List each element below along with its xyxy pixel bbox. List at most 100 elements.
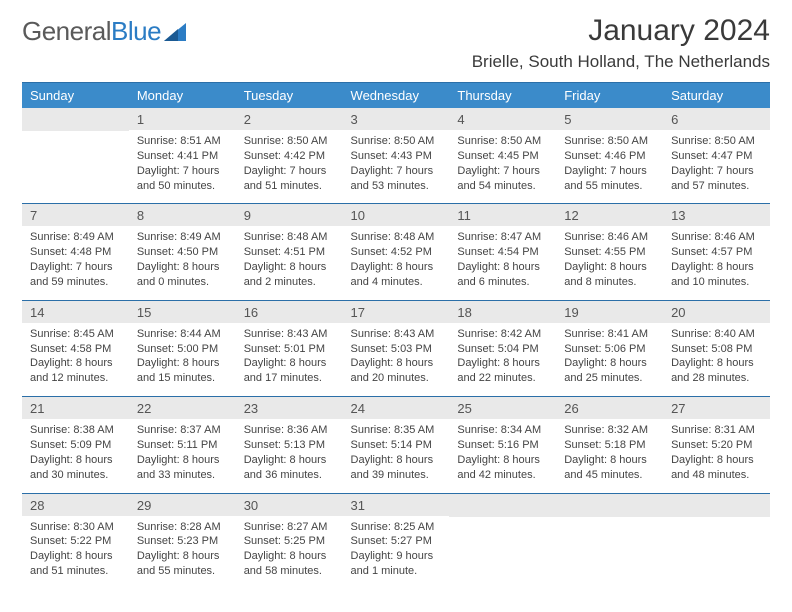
day-number: 7 xyxy=(22,204,129,226)
day-number: 11 xyxy=(449,204,556,226)
sunrise-line: Sunrise: 8:43 AM xyxy=(244,327,335,342)
day-details: Sunrise: 8:31 AMSunset: 5:20 PMDaylight:… xyxy=(663,419,770,492)
sunrise-line: Sunrise: 8:44 AM xyxy=(137,327,228,342)
sunset-line: Sunset: 5:13 PM xyxy=(244,438,335,453)
daylight-line: Daylight: 8 hours xyxy=(30,453,121,468)
day-details: Sunrise: 8:45 AMSunset: 4:58 PMDaylight:… xyxy=(22,323,129,396)
day-number: 17 xyxy=(343,301,450,323)
day-number: 13 xyxy=(663,204,770,226)
calendar-cell xyxy=(22,108,129,204)
daylight-line: Daylight: 7 hours xyxy=(457,164,548,179)
daylight-line: and 51 minutes. xyxy=(244,179,335,194)
location-subtitle: Brielle, South Holland, The Netherlands xyxy=(472,52,770,72)
header: GeneralBlue January 2024 Brielle, South … xyxy=(22,14,770,80)
daylight-line: and 33 minutes. xyxy=(137,468,228,483)
day-details: Sunrise: 8:48 AMSunset: 4:51 PMDaylight:… xyxy=(236,226,343,299)
day-details: Sunrise: 8:32 AMSunset: 5:18 PMDaylight:… xyxy=(556,419,663,492)
calendar-cell: 23Sunrise: 8:36 AMSunset: 5:13 PMDayligh… xyxy=(236,397,343,493)
day-details: Sunrise: 8:44 AMSunset: 5:00 PMDaylight:… xyxy=(129,323,236,396)
day-number: 23 xyxy=(236,397,343,419)
sunrise-line: Sunrise: 8:46 AM xyxy=(564,230,655,245)
daylight-line: Daylight: 7 hours xyxy=(351,164,442,179)
day-number: 14 xyxy=(22,301,129,323)
daylight-line: and 55 minutes. xyxy=(137,564,228,579)
sunset-line: Sunset: 5:22 PM xyxy=(30,534,121,549)
daylight-line: Daylight: 8 hours xyxy=(564,356,655,371)
sunrise-line: Sunrise: 8:30 AM xyxy=(30,520,121,535)
sunrise-line: Sunrise: 8:51 AM xyxy=(137,134,228,149)
daylight-line: Daylight: 8 hours xyxy=(457,260,548,275)
sunrise-line: Sunrise: 8:45 AM xyxy=(30,327,121,342)
day-number: 9 xyxy=(236,204,343,226)
day-details: Sunrise: 8:38 AMSunset: 5:09 PMDaylight:… xyxy=(22,419,129,492)
day-details: Sunrise: 8:50 AMSunset: 4:45 PMDaylight:… xyxy=(449,130,556,203)
calendar-cell: 3Sunrise: 8:50 AMSunset: 4:43 PMDaylight… xyxy=(343,108,450,204)
day-number: 4 xyxy=(449,108,556,130)
calendar-cell: 2Sunrise: 8:50 AMSunset: 4:42 PMDaylight… xyxy=(236,108,343,204)
daylight-line: Daylight: 8 hours xyxy=(564,453,655,468)
day-details: Sunrise: 8:28 AMSunset: 5:23 PMDaylight:… xyxy=(129,516,236,589)
brand-part1: General xyxy=(22,16,111,47)
day-details: Sunrise: 8:30 AMSunset: 5:22 PMDaylight:… xyxy=(22,516,129,589)
day-number: 18 xyxy=(449,301,556,323)
daylight-line: and 50 minutes. xyxy=(137,179,228,194)
sunset-line: Sunset: 4:58 PM xyxy=(30,342,121,357)
daylight-line: and 58 minutes. xyxy=(244,564,335,579)
daylight-line: and 8 minutes. xyxy=(564,275,655,290)
sunrise-line: Sunrise: 8:42 AM xyxy=(457,327,548,342)
sunrise-line: Sunrise: 8:50 AM xyxy=(244,134,335,149)
calendar-cell: 27Sunrise: 8:31 AMSunset: 5:20 PMDayligh… xyxy=(663,397,770,493)
sunset-line: Sunset: 5:00 PM xyxy=(137,342,228,357)
calendar-cell: 9Sunrise: 8:48 AMSunset: 4:51 PMDaylight… xyxy=(236,204,343,300)
sunset-line: Sunset: 5:25 PM xyxy=(244,534,335,549)
calendar-cell: 20Sunrise: 8:40 AMSunset: 5:08 PMDayligh… xyxy=(663,300,770,396)
sunset-line: Sunset: 5:18 PM xyxy=(564,438,655,453)
daylight-line: and 57 minutes. xyxy=(671,179,762,194)
calendar-cell: 19Sunrise: 8:41 AMSunset: 5:06 PMDayligh… xyxy=(556,300,663,396)
daylight-line: and 53 minutes. xyxy=(351,179,442,194)
weekday-header: Saturday xyxy=(663,83,770,109)
sunrise-line: Sunrise: 8:43 AM xyxy=(351,327,442,342)
calendar-cell: 25Sunrise: 8:34 AMSunset: 5:16 PMDayligh… xyxy=(449,397,556,493)
sunrise-line: Sunrise: 8:27 AM xyxy=(244,520,335,535)
daylight-line: and 6 minutes. xyxy=(457,275,548,290)
empty-daynum xyxy=(22,108,129,131)
brand-part2: Blue xyxy=(111,16,161,47)
daylight-line: Daylight: 7 hours xyxy=(564,164,655,179)
daylight-line: and 20 minutes. xyxy=(351,371,442,386)
empty-cell-body xyxy=(449,517,556,579)
calendar-cell: 12Sunrise: 8:46 AMSunset: 4:55 PMDayligh… xyxy=(556,204,663,300)
sunrise-line: Sunrise: 8:48 AM xyxy=(351,230,442,245)
calendar-cell: 17Sunrise: 8:43 AMSunset: 5:03 PMDayligh… xyxy=(343,300,450,396)
calendar-cell: 16Sunrise: 8:43 AMSunset: 5:01 PMDayligh… xyxy=(236,300,343,396)
calendar-cell: 31Sunrise: 8:25 AMSunset: 5:27 PMDayligh… xyxy=(343,493,450,589)
daylight-line: and 36 minutes. xyxy=(244,468,335,483)
day-number: 16 xyxy=(236,301,343,323)
daylight-line: and 28 minutes. xyxy=(671,371,762,386)
sunset-line: Sunset: 5:04 PM xyxy=(457,342,548,357)
day-details: Sunrise: 8:43 AMSunset: 5:03 PMDaylight:… xyxy=(343,323,450,396)
daylight-line: Daylight: 8 hours xyxy=(137,356,228,371)
sunset-line: Sunset: 5:08 PM xyxy=(671,342,762,357)
weekday-header: Monday xyxy=(129,83,236,109)
weekday-header: Wednesday xyxy=(343,83,450,109)
calendar-week-row: 28Sunrise: 8:30 AMSunset: 5:22 PMDayligh… xyxy=(22,493,770,589)
calendar-cell xyxy=(449,493,556,589)
daylight-line: and 15 minutes. xyxy=(137,371,228,386)
calendar-cell: 4Sunrise: 8:50 AMSunset: 4:45 PMDaylight… xyxy=(449,108,556,204)
daylight-line: Daylight: 8 hours xyxy=(351,260,442,275)
sunrise-line: Sunrise: 8:48 AM xyxy=(244,230,335,245)
sunset-line: Sunset: 5:03 PM xyxy=(351,342,442,357)
calendar-cell: 24Sunrise: 8:35 AMSunset: 5:14 PMDayligh… xyxy=(343,397,450,493)
sunset-line: Sunset: 5:27 PM xyxy=(351,534,442,549)
day-details: Sunrise: 8:48 AMSunset: 4:52 PMDaylight:… xyxy=(343,226,450,299)
day-number: 15 xyxy=(129,301,236,323)
calendar-cell: 8Sunrise: 8:49 AMSunset: 4:50 PMDaylight… xyxy=(129,204,236,300)
sunset-line: Sunset: 5:06 PM xyxy=(564,342,655,357)
daylight-line: and 12 minutes. xyxy=(30,371,121,386)
daylight-line: Daylight: 8 hours xyxy=(244,356,335,371)
calendar-table: Sunday Monday Tuesday Wednesday Thursday… xyxy=(22,82,770,589)
day-number: 29 xyxy=(129,494,236,516)
sunset-line: Sunset: 5:09 PM xyxy=(30,438,121,453)
sunset-line: Sunset: 5:16 PM xyxy=(457,438,548,453)
